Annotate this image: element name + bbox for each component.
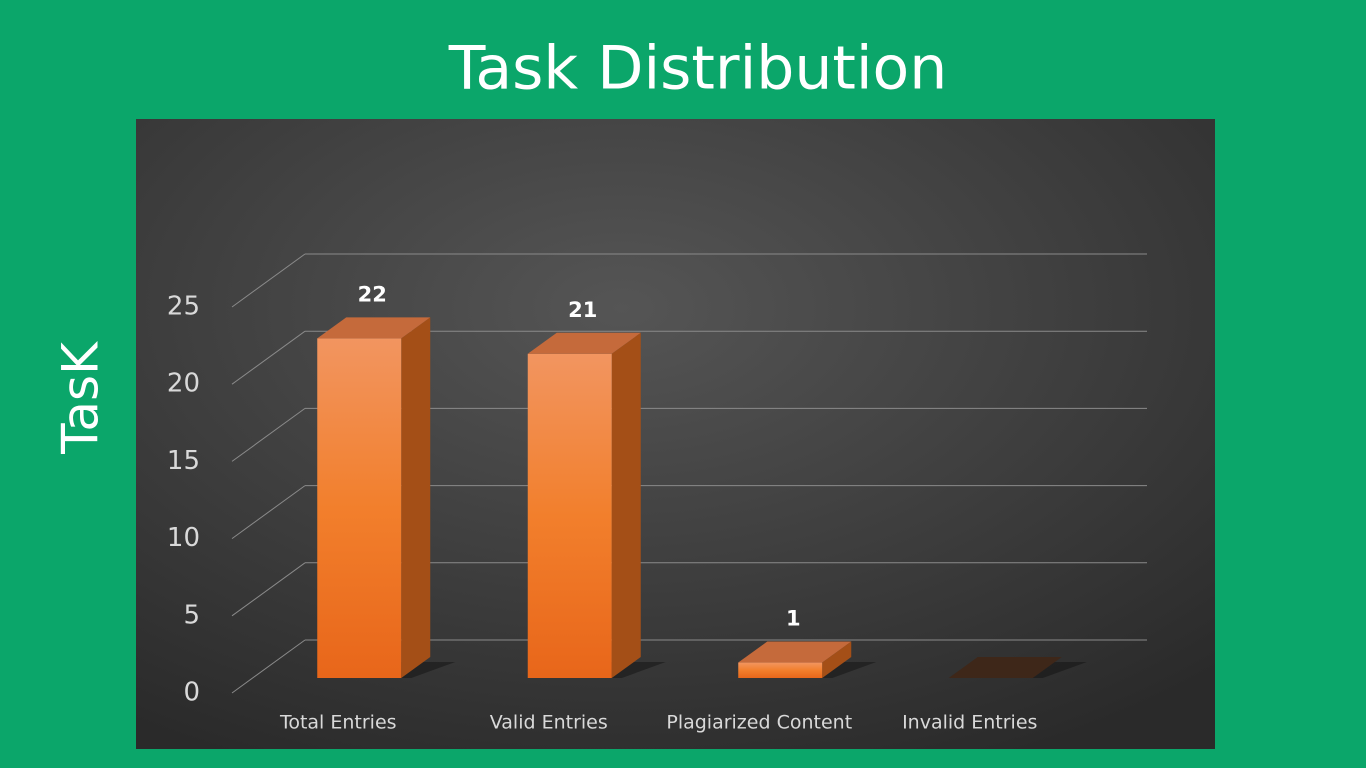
bar xyxy=(738,662,823,678)
chart-title: Task Distribution xyxy=(448,34,948,104)
y-tick-label: 5 xyxy=(183,600,200,630)
value-label: 1 xyxy=(786,607,801,631)
grid-line xyxy=(231,562,306,617)
bar-side xyxy=(822,641,852,678)
bar-side xyxy=(611,332,641,678)
grid-line xyxy=(231,330,306,385)
y-tick-label: 15 xyxy=(167,446,200,476)
bar-top xyxy=(317,317,431,339)
grid-line xyxy=(231,253,306,308)
bar-top xyxy=(738,641,852,663)
x-tick-label: Valid Entries xyxy=(490,712,608,734)
plot-panel xyxy=(136,119,1215,749)
grid-line xyxy=(231,407,306,462)
x-tick-label: Plagiarized Content xyxy=(666,712,852,734)
bar xyxy=(527,353,612,678)
value-label: 21 xyxy=(568,298,597,322)
x-tick-label: Total Entries xyxy=(279,712,397,734)
grid-line xyxy=(231,639,306,694)
bar-top xyxy=(948,657,1062,678)
y-axis-label: TasK xyxy=(52,341,110,455)
y-tick-label: 0 xyxy=(183,678,200,708)
bar xyxy=(317,338,402,678)
bar-top xyxy=(527,332,641,354)
grid-line xyxy=(231,485,306,540)
y-tick-label: 25 xyxy=(167,292,200,322)
y-tick-label: 20 xyxy=(167,369,200,399)
bar-side xyxy=(401,317,431,678)
x-tick-label: Invalid Entries xyxy=(902,712,1037,734)
y-tick-label: 10 xyxy=(167,523,200,553)
value-label: 22 xyxy=(358,282,387,306)
